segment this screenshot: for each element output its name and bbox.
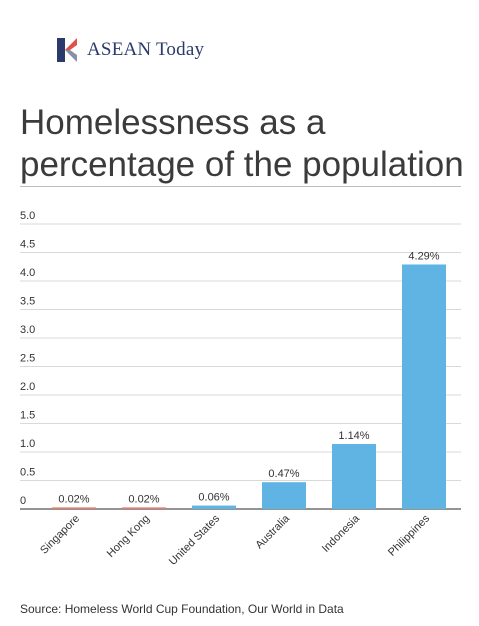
x-tick-label: United States: [167, 512, 223, 568]
y-tick-label: 0: [20, 495, 26, 507]
data-label: 0.47%: [268, 468, 299, 480]
source-note: Source: Homeless World Cup Foundation, O…: [20, 602, 344, 616]
y-tick-label: 2.0: [20, 381, 35, 393]
bar: [122, 507, 166, 509]
data-label: 0.06%: [198, 492, 229, 504]
y-tick-label: 4.5: [20, 239, 35, 251]
data-label: 0.02%: [58, 493, 89, 505]
y-tick-label: 5.0: [20, 210, 35, 222]
bar: [52, 507, 96, 509]
y-tick-label: 1.0: [20, 438, 35, 450]
x-tick-label: Indonesia: [320, 512, 363, 555]
bar: [192, 505, 236, 509]
data-label: 4.29%: [408, 250, 439, 262]
bar: [262, 482, 306, 509]
chart-title: Homelessness as a percentage of the popu…: [20, 103, 464, 184]
y-tick-label: 3.0: [20, 324, 35, 336]
x-tick-label: Singapore: [38, 513, 82, 557]
bar: [402, 264, 446, 509]
x-tick-label: Australia: [253, 512, 292, 551]
bar-chart: 0 0.5 1.0 1.5 2.0 2.5 3.0 3.5 4.0 4.5 5.0 0.02% Sing…: [20, 210, 461, 568]
aseantoday-logo-icon: [57, 38, 77, 62]
x-tick-label: Philippines: [386, 512, 432, 558]
data-label: 0.02%: [128, 493, 159, 505]
brand-logo: ASEAN Today: [57, 38, 204, 62]
bar: [332, 444, 376, 509]
y-tick-label: 3.5: [20, 296, 35, 308]
title-divider: [20, 186, 461, 187]
data-label: 1.14%: [338, 430, 369, 442]
y-tick-label: 4.0: [20, 267, 35, 279]
brand-name: ASEAN Today: [87, 39, 205, 60]
y-tick-label: 2.5: [20, 353, 35, 365]
y-tick-label: 0.5: [20, 467, 35, 479]
x-tick-label: Hong Kong: [105, 513, 152, 560]
y-tick-label: 1.5: [20, 410, 35, 422]
